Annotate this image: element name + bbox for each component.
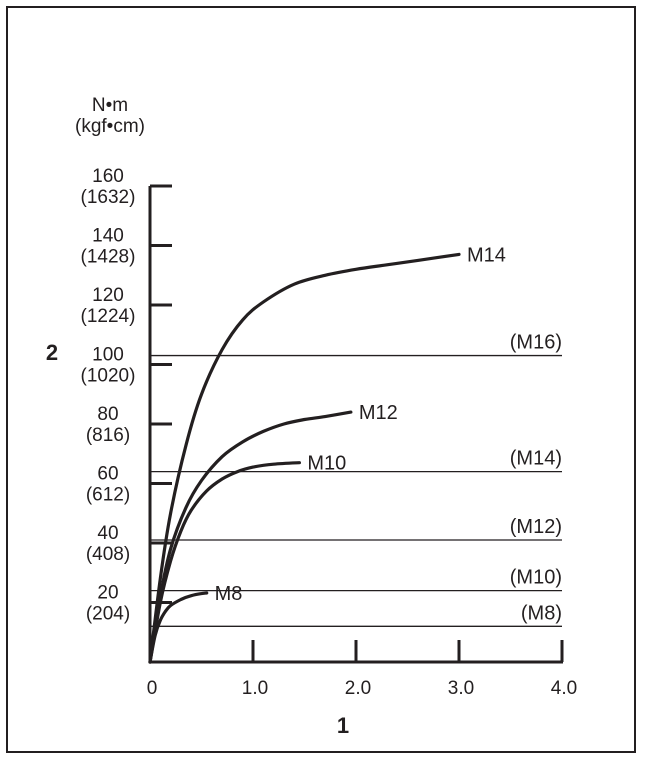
curve-label-m14: M14 (467, 244, 506, 266)
y-tick-label: 160 (92, 166, 124, 187)
y-tick-label: 40 (97, 523, 118, 544)
y-tick-sublabel: (1224) (81, 306, 136, 327)
y-axis-label: 2 (46, 340, 58, 365)
y-tick-label: 140 (92, 226, 124, 247)
x-tick-label: 4.0 (551, 678, 577, 699)
reference-line-label: (M14) (510, 448, 562, 470)
x-tick-label: 0 (147, 678, 158, 699)
curve-label-m12: M12 (359, 402, 398, 424)
x-tick-label: 3.0 (448, 678, 474, 699)
x-axis-label: 1 (337, 713, 349, 738)
y-ticks: 20(204) 40(408) 60(612) 80(816) 100(1020) 120… (81, 166, 172, 625)
x-ticks: 0 1.0 2.0 3.0 4.0 (147, 640, 577, 699)
y-tick-label: 80 (97, 404, 118, 425)
curve-m12 (148, 410, 353, 664)
curve-m8 (148, 591, 209, 664)
curve-labels: M14 M12 M10 M8 (215, 244, 506, 605)
y-unit-secondary: (kgf•cm) (75, 116, 145, 137)
reference-line-label: (M8) (521, 602, 562, 624)
y-tick-sublabel: (816) (86, 425, 130, 446)
y-unit-primary: N•m (92, 95, 128, 116)
y-tick-label: 120 (92, 285, 124, 306)
y-tick-sublabel: (612) (86, 485, 130, 506)
y-tick-sublabel: (204) (86, 604, 130, 625)
reference-line-label: (M16) (510, 332, 562, 354)
reference-lines (150, 354, 562, 627)
y-tick-sublabel: (1020) (81, 366, 136, 387)
reference-line-label: (M10) (510, 567, 562, 589)
curve-label-m8: M8 (215, 583, 243, 605)
y-tick-label: 100 (92, 345, 124, 366)
y-tick-sublabel: (1632) (81, 187, 136, 208)
curve-m10 (148, 461, 301, 664)
y-tick-sublabel: (1428) (81, 247, 136, 268)
x-tick-label: 1.0 (242, 678, 268, 699)
x-tick-label: 2.0 (345, 678, 371, 699)
curves (148, 252, 461, 664)
curve-label-m10: M10 (307, 453, 346, 475)
reference-line-labels: (M16) (M14) (M12) (M10) (M8) (510, 332, 562, 625)
curve-m14 (148, 252, 461, 664)
reference-line-label: (M12) (510, 516, 562, 538)
chart-frame (6, 6, 636, 753)
y-tick-label: 60 (97, 464, 118, 485)
y-tick-label: 20 (97, 583, 118, 604)
y-tick-sublabel: (408) (86, 544, 130, 565)
